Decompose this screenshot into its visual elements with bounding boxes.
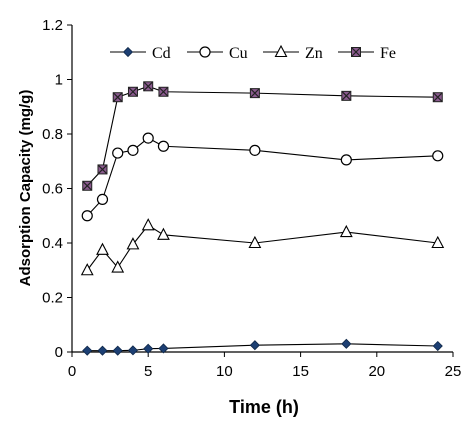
- series-fe-point-cross: [128, 86, 138, 97]
- x-tick-label: 10: [216, 363, 233, 380]
- series-zn-point: [141, 218, 155, 231]
- series-cu-point: [96, 193, 109, 205]
- series-fe-point-cross: [97, 164, 108, 175]
- legend-zn-label: Zn: [305, 45, 323, 62]
- plot-area: 0 0.2 0.4 0.6 0.8 1 1.2 0 5 10 15 20 25 Cd Cu Zn Fe: [42, 17, 461, 380]
- y-tick-label: 0.4: [42, 235, 63, 252]
- series-cu-point: [249, 144, 261, 156]
- series-cd-point: [82, 345, 93, 356]
- legend-zn-marker: [274, 44, 288, 58]
- series-cu-point: [81, 210, 93, 222]
- legend-cu-label: Cu: [229, 45, 248, 62]
- x-axis-title: Time (h): [229, 397, 299, 417]
- series-cu-point: [340, 154, 352, 166]
- series-zn-point: [96, 242, 109, 255]
- series-cu-point: [157, 140, 170, 152]
- series-cd-point: [143, 343, 154, 354]
- legend-fe-label: Fe: [380, 45, 396, 62]
- series-cd-point: [158, 343, 169, 354]
- series-fe-point-cross: [112, 92, 123, 103]
- series-zn-point: [111, 260, 125, 273]
- series-zn-point: [126, 237, 140, 250]
- series-cd-point: [112, 345, 123, 356]
- series-zn-point: [339, 224, 353, 238]
- legend-cd-label: Cd: [152, 45, 171, 62]
- series-zn-line: [86, 224, 438, 271]
- series-fe-point-cross: [143, 81, 154, 92]
- series-zn-point: [157, 227, 170, 240]
- legend-fe-marker-cross: [351, 47, 361, 57]
- series-zn-point: [80, 263, 94, 276]
- series-fe-line: [86, 85, 438, 187]
- series-fe-point-cross: [432, 92, 443, 103]
- series-fe-point-cross: [82, 180, 93, 191]
- series-cu-point: [432, 150, 444, 162]
- y-tick-label: 0.2: [42, 290, 63, 307]
- series-cu-point: [127, 144, 139, 156]
- series-fe-point-cross: [341, 90, 352, 101]
- x-tick-label: 15: [292, 363, 309, 380]
- series-cu-point: [142, 132, 154, 144]
- x-tick-label: 25: [445, 363, 462, 380]
- series-cd-line: [87, 343, 438, 352]
- y-tick-label: 0.6: [42, 181, 63, 198]
- series-zn-point: [248, 235, 262, 249]
- series-fe-point-cross: [158, 86, 169, 97]
- x-tick-label: 0: [68, 363, 76, 380]
- x-tick-label: 20: [368, 363, 385, 380]
- series-cu-line: [86, 137, 438, 217]
- series-cd-point: [127, 345, 139, 356]
- legend-cu-marker: [199, 46, 211, 58]
- series-zn-point: [431, 235, 445, 249]
- legend-cd-marker: [122, 46, 134, 58]
- y-tick-label: 0.8: [42, 126, 63, 143]
- x-tick-label: 5: [144, 363, 152, 380]
- y-tick-label: 1: [55, 72, 63, 89]
- series-cd-point: [249, 340, 260, 351]
- y-tick-label: 0: [55, 344, 63, 361]
- y-tick-label: 1.2: [42, 17, 63, 34]
- series-cu-point: [112, 147, 124, 159]
- y-axis-title: Adsorption Capacity (mg/g): [17, 90, 34, 287]
- series-cd-point: [97, 345, 108, 356]
- series-fe-point-cross: [249, 88, 260, 99]
- series-cd-point: [341, 338, 352, 349]
- series-cd-point: [432, 340, 443, 352]
